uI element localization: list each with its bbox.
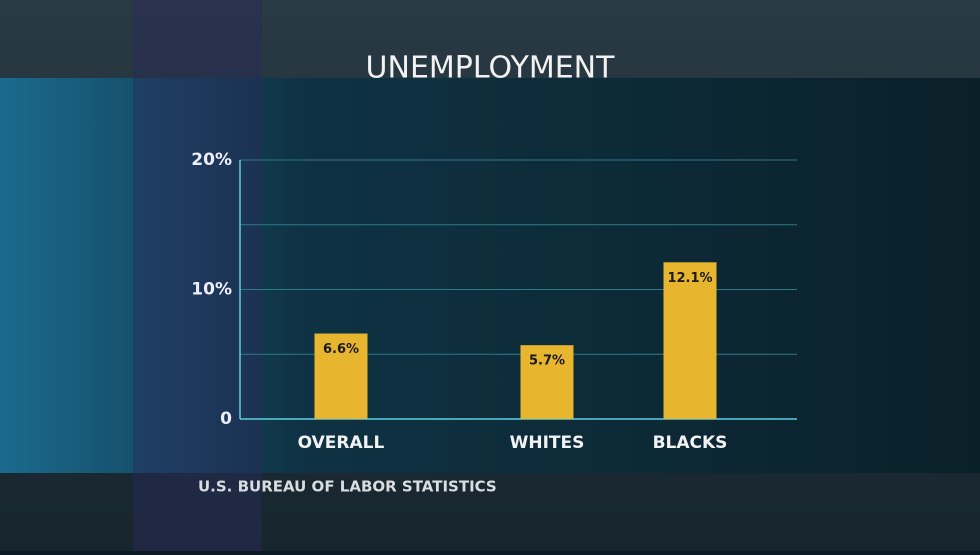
- x-tick-label: OVERALL: [298, 433, 385, 453]
- source: U.S. BUREAU OF LABOR STATISTICS: [198, 478, 497, 496]
- bar: [663, 262, 717, 419]
- stripe: [133, 0, 262, 551]
- value-label: 12.1%: [667, 271, 712, 286]
- x-tick-label: WHITES: [510, 433, 585, 453]
- bar: [520, 345, 574, 419]
- y-tick-label: 0: [220, 409, 232, 429]
- value-label: 6.6%: [323, 342, 359, 357]
- x-tick-label: BLACKS: [653, 433, 728, 453]
- value-label: 5.7%: [529, 354, 565, 369]
- y-tick-label: 20%: [191, 150, 232, 170]
- y-tick-label: 10%: [191, 280, 232, 300]
- bar: [314, 333, 368, 419]
- panel: [0, 78, 980, 473]
- chart-title: UNEMPLOYMENT: [366, 51, 616, 86]
